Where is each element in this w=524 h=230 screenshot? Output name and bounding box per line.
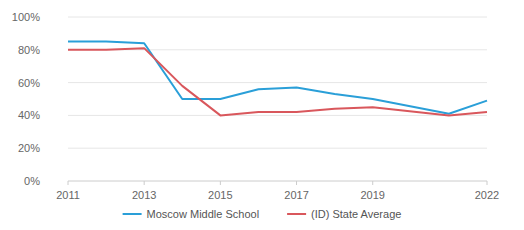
series-line bbox=[68, 42, 487, 114]
y-tick-label: 80% bbox=[18, 44, 40, 56]
grid-line bbox=[68, 181, 487, 182]
x-tick-label: 2013 bbox=[132, 189, 156, 201]
x-tick bbox=[296, 181, 297, 185]
x-tick-label: 2017 bbox=[284, 189, 308, 201]
y-tick-label: 20% bbox=[18, 142, 40, 154]
y-tick-label: 0% bbox=[24, 175, 40, 187]
grid-line bbox=[68, 82, 487, 83]
y-tick-label: 60% bbox=[18, 77, 40, 89]
legend-swatch bbox=[123, 213, 142, 215]
grid-line bbox=[68, 148, 487, 149]
x-tick-label: 2022 bbox=[475, 189, 499, 201]
x-tick bbox=[487, 181, 488, 185]
x-tick bbox=[220, 181, 221, 185]
x-tick-label: 2015 bbox=[208, 189, 232, 201]
legend-swatch bbox=[287, 213, 306, 215]
y-tick-label: 40% bbox=[18, 109, 40, 121]
x-tick bbox=[372, 181, 373, 185]
series-line bbox=[68, 48, 487, 115]
x-tick-label: 2019 bbox=[360, 189, 384, 201]
grid-line bbox=[68, 17, 487, 18]
x-tick bbox=[68, 181, 69, 185]
legend-label: Moscow Middle School bbox=[147, 208, 260, 220]
grid-line bbox=[68, 115, 487, 116]
plot-area bbox=[68, 42, 487, 116]
y-tick-label: 100% bbox=[12, 11, 40, 23]
x-tick bbox=[144, 181, 145, 185]
legend-label: (ID) State Average bbox=[311, 208, 401, 220]
x-tick-label: 2011 bbox=[56, 189, 80, 201]
